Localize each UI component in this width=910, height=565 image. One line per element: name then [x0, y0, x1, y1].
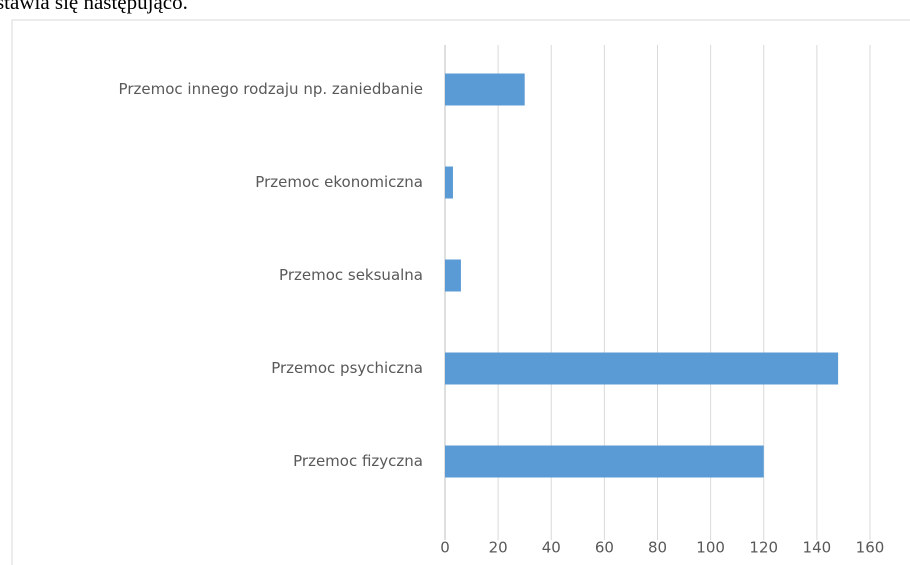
x-tick-label: 60 — [595, 539, 614, 557]
y-tick-label: Przemoc psychiczna — [271, 359, 423, 377]
y-tick-label: Przemoc innego rodzaju np. zaniedbanie — [119, 80, 423, 98]
y-tick-label: Przemoc ekonomiczna — [255, 173, 423, 191]
bar — [445, 166, 453, 199]
x-tick-label: 40 — [542, 539, 561, 557]
y-tick-label: Przemoc fizyczna — [293, 452, 423, 470]
x-tick-label: 20 — [489, 539, 508, 557]
bar — [445, 352, 839, 385]
header-text: stawia się następująco. — [0, 0, 188, 14]
x-tick-label: 160 — [856, 539, 885, 557]
x-tick-label: 120 — [749, 539, 778, 557]
x-tick-label: 0 — [440, 539, 450, 557]
bar — [445, 445, 764, 478]
y-tick-label: Przemoc seksualna — [279, 266, 423, 284]
bar — [445, 259, 461, 292]
x-tick-label: 80 — [648, 539, 667, 557]
x-tick-label: 100 — [696, 539, 725, 557]
x-tick-label: 140 — [803, 539, 832, 557]
bar — [445, 73, 525, 106]
